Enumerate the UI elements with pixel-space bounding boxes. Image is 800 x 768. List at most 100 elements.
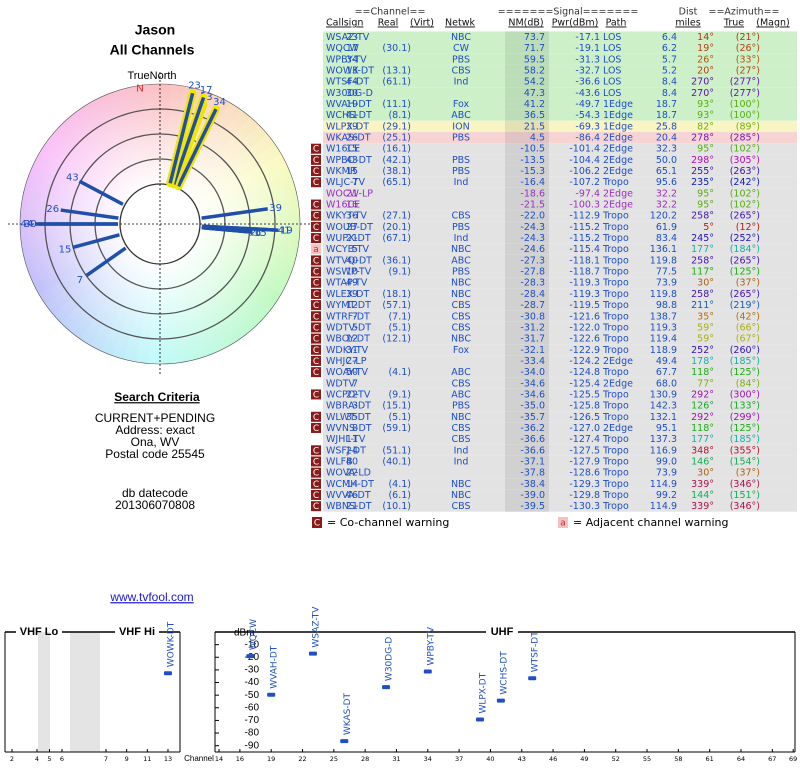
nm-shade <box>505 243 549 255</box>
table-cell: WKAS-DT <box>326 133 371 144</box>
table-cell: 118° <box>691 423 714 434</box>
row-background <box>323 310 797 322</box>
row-background <box>323 411 797 423</box>
nm-shade <box>505 478 549 490</box>
table-cell: 49.4 <box>656 356 677 367</box>
table-cell: WLWT-DT <box>326 412 371 423</box>
signal-marker <box>163 671 172 676</box>
table-cell: 93° <box>697 99 714 110</box>
table-cell: -28.7 <box>520 300 545 311</box>
table-cell: (285°) <box>730 133 760 144</box>
table-cell: LOS <box>603 77 621 88</box>
x-tick-label: 31 <box>392 755 400 763</box>
table-cell: (37°) <box>736 278 760 289</box>
column-header: Real <box>378 18 398 29</box>
warning-box <box>311 445 321 456</box>
table-cell: 146° <box>691 456 714 467</box>
spoke-label: 43 <box>66 172 79 183</box>
table-cell: -35.0 <box>520 401 545 412</box>
table-cell: LOS <box>603 43 621 54</box>
table-cell: CBS <box>451 434 470 445</box>
site-link[interactable]: www.tvfool.com <box>109 590 193 604</box>
legend-symbol: C <box>314 519 320 529</box>
table-cell: 59° <box>697 322 714 333</box>
search-line: Postal code 25545 <box>105 447 205 461</box>
table-cell: -106.2 <box>569 166 600 177</box>
nm-shade <box>505 467 549 479</box>
table-cell: PBS <box>452 133 470 144</box>
legend-symbol: a <box>560 519 566 529</box>
y-axis-label: dBm <box>234 628 255 639</box>
table-cell: (4.1) <box>388 367 411 378</box>
table-cell: 3 <box>352 401 358 412</box>
table-cell: 12 <box>346 300 358 311</box>
table-cell: Tropo <box>602 177 629 188</box>
table-cell: (27°) <box>736 66 760 77</box>
table-cell: -119.3 <box>569 278 600 289</box>
table-cell: 50.0 <box>656 155 677 166</box>
row-background <box>323 254 797 266</box>
signal-callsign: WCHS-DT <box>499 651 509 695</box>
column-header: Pwr(dBm) <box>552 18 599 29</box>
table-cell: 47.3 <box>524 88 545 99</box>
y-tick-label: -60 <box>245 702 260 713</box>
table-cell: WTRF-DT <box>326 311 370 322</box>
nm-shade <box>505 411 549 423</box>
column-header: (Virt) <box>410 18 434 29</box>
table-cell: NBC <box>451 278 471 289</box>
x-tick-label: 40 <box>486 755 494 763</box>
legend-box <box>558 517 568 528</box>
warning-flag: C <box>313 167 319 177</box>
warning-flag: C <box>313 323 319 333</box>
table-cell: WSWP-TV <box>326 267 372 278</box>
warning-box <box>311 478 321 489</box>
spoke-label: 34 <box>213 97 226 108</box>
nm-shade <box>505 109 549 121</box>
table-cell: (346°) <box>730 501 760 512</box>
table-cell: 2Edge <box>603 188 633 199</box>
band-label: VHF Lo <box>20 626 59 638</box>
row-background <box>323 154 797 166</box>
spoke <box>176 108 218 188</box>
table-cell: 15 <box>346 144 358 155</box>
table-cell: 7 <box>352 378 358 389</box>
table-cell: WDTV <box>326 378 356 389</box>
table-cell: 258° <box>691 255 714 266</box>
spoke <box>172 96 206 185</box>
table-cell: WBOY-DT <box>326 334 370 345</box>
spoke-label: 30 <box>24 219 37 230</box>
warning-box <box>311 422 321 433</box>
table-cell: (67.1) <box>382 233 411 244</box>
warning-flag: C <box>313 201 319 211</box>
warning-box <box>311 300 321 311</box>
table-cell: 30° <box>697 468 714 479</box>
nm-shade <box>505 176 549 188</box>
table-cell: WCPO-TV <box>326 389 371 400</box>
warning-box <box>311 489 321 500</box>
table-cell: 18.7 <box>656 110 677 121</box>
nm-shade <box>505 187 549 199</box>
table-cell: -100.3 <box>569 200 600 211</box>
warning-box <box>311 143 321 154</box>
table-cell: -33.4 <box>520 356 545 367</box>
row-background <box>323 433 797 445</box>
table-cell: (40.1) <box>382 456 411 467</box>
table-cell: 73.9 <box>656 468 677 479</box>
table-cell: -17.1 <box>575 32 600 43</box>
row-background <box>323 478 797 490</box>
table-cell: 7 <box>352 177 358 188</box>
x-tick-label: 5 <box>47 755 51 763</box>
table-cell: (355°) <box>730 445 760 456</box>
table-cell: 40 <box>346 255 358 266</box>
table-cell: -69.3 <box>575 121 600 132</box>
table-cell: 41.2 <box>524 99 545 110</box>
warning-box <box>311 333 321 344</box>
table-cell: Tropo <box>602 300 629 311</box>
table-cell: 95.6 <box>656 177 677 188</box>
table-cell: Tropo <box>602 367 629 378</box>
table-cell: -112.9 <box>569 211 600 222</box>
table-cell: Ind <box>454 77 469 88</box>
table-cell: (6.1) <box>388 490 411 501</box>
nm-shade <box>505 98 549 110</box>
